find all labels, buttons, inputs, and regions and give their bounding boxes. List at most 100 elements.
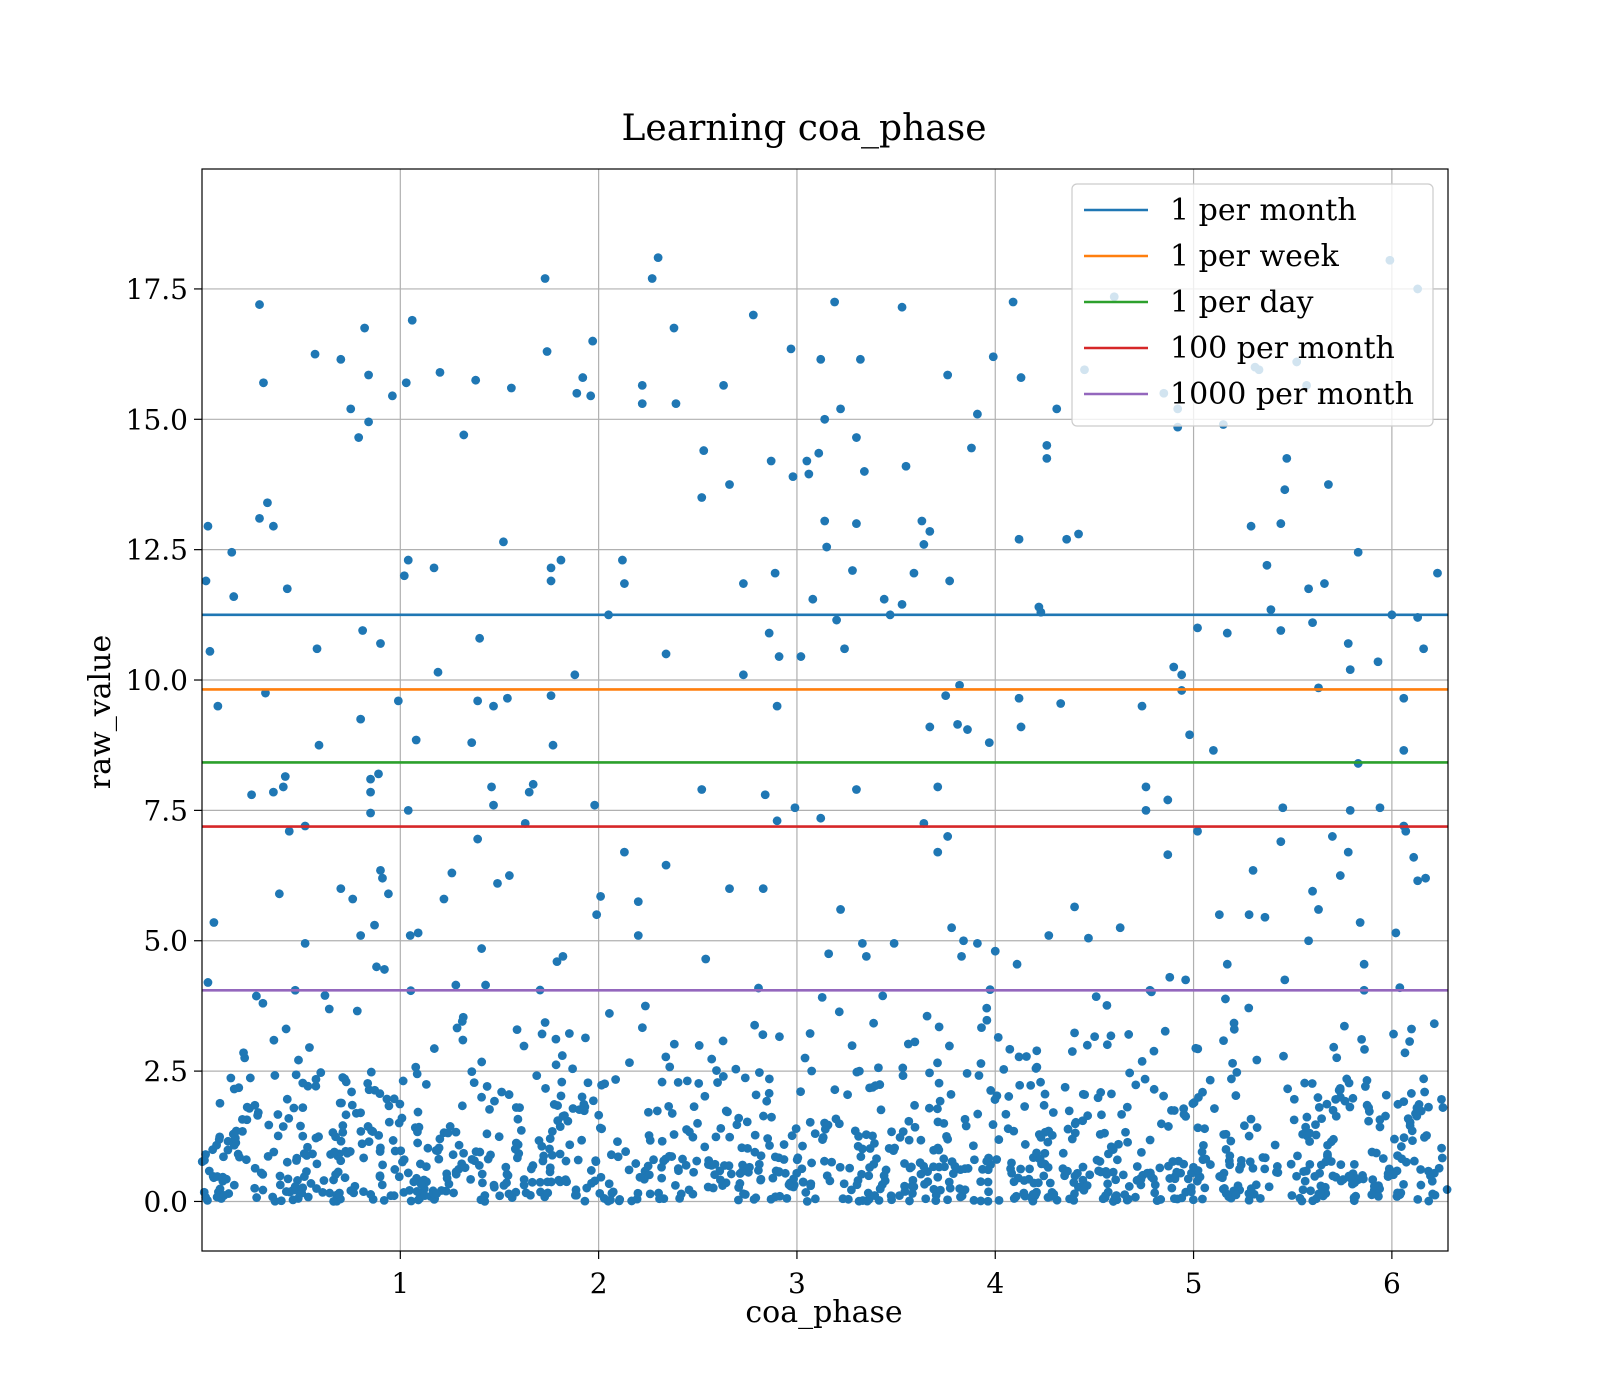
scatter-point [384,889,393,899]
scatter-point [482,1082,492,1091]
scatter-point [859,467,869,476]
scatter-point [399,571,409,581]
scatter-point [229,1180,239,1190]
scatter-point [848,566,857,575]
scatter-point [986,1086,996,1095]
scatter-point [305,1043,314,1052]
scatter-point [1229,1018,1239,1028]
scatter-point [947,923,957,933]
scatter-point [411,1062,421,1072]
scatter-point [1315,1188,1325,1198]
scatter-point [1320,579,1329,588]
scatter-point [546,691,556,701]
scatter-point [366,1067,376,1077]
scatter-point [390,1165,400,1174]
scatter-point [976,1196,986,1206]
y-axis-label: raw_value [83,635,118,789]
y-tick-label: 10.0 [126,664,188,697]
scatter-point [1308,618,1317,628]
scatter-point [282,1157,292,1167]
scatter-point [943,370,953,380]
scatter-point [203,978,213,987]
scatter-point [1208,746,1218,755]
scatter-point [1098,1194,1108,1204]
scatter-point [606,1150,616,1160]
scatter-point [669,1130,679,1139]
scatter-point [336,1136,346,1146]
scatter-point [917,516,927,526]
scatter-point [1136,1147,1146,1157]
scatter-point [889,938,899,948]
scatter-point [1369,1181,1379,1191]
scatter-point [1336,1160,1346,1170]
scatter-point [1132,1162,1142,1171]
scatter-point [1270,1140,1280,1150]
scatter-point [756,1175,766,1185]
scatter-point [1374,1191,1383,1201]
scatter-point [887,1127,896,1137]
scatter-point [764,1088,774,1098]
scatter-point [765,1141,774,1150]
scatter-point [725,1132,735,1142]
chart-title: Learning coa_phase [621,108,986,149]
scatter-point [532,1071,542,1081]
scatter-point [770,1152,780,1162]
scatter-point [473,834,483,844]
scatter-point [934,1022,944,1032]
scatter-point [750,1020,760,1030]
scatter-point [1131,1080,1141,1090]
scatter-point [904,1116,914,1126]
scatter-point [561,1156,571,1166]
scatter-point [820,1156,829,1166]
scatter-point [1032,1046,1042,1056]
scatter-point [831,1114,841,1124]
scatter-point [563,1116,573,1126]
legend-label: 1000 per month [1170,377,1414,412]
scatter-point [1375,1115,1385,1125]
scatter-point [1407,1024,1416,1034]
scatter-point [1367,1190,1377,1200]
scatter-point [1300,1176,1310,1186]
scatter-point [749,1194,759,1204]
scatter-point [1437,1143,1446,1153]
scatter-point [1033,1178,1043,1188]
scatter-point [925,527,935,536]
scatter-point [314,1132,323,1142]
scatter-point [1368,1175,1378,1184]
scatter-point [1094,1166,1104,1176]
scatter-point [1403,1114,1413,1124]
scatter-point [858,1196,868,1205]
scatter-point [1219,1036,1228,1046]
scatter-point [219,1152,228,1162]
scatter-point [924,1103,934,1113]
scatter-point [824,949,834,959]
scatter-point [525,1190,535,1200]
scatter-point [227,547,237,557]
scatter-point [346,404,356,414]
scatter-point [1112,1155,1122,1165]
scatter-point [1115,923,1125,933]
scatter-point [1314,1102,1324,1112]
scatter-point [421,1162,431,1172]
scatter-point [359,1153,369,1163]
scatter-point [239,1048,248,1058]
scatter-point [540,274,550,283]
scatter-point [1359,959,1369,969]
scatter-point [977,1023,986,1033]
scatter-point [735,1169,745,1178]
x-tick-label: 4 [986,1267,1004,1300]
scatter-point [469,1078,479,1088]
scatter-point [586,391,596,401]
scatter-point [1193,826,1202,836]
scatter-point [1111,1175,1121,1185]
scatter-point [1317,1114,1326,1124]
scatter-point [413,1138,423,1148]
scatter-point [871,1081,880,1091]
scatter-point [1063,1166,1072,1176]
scatter-point [945,1041,954,1051]
scatter-point [312,1159,322,1169]
scatter-point [597,1080,606,1090]
scatter-point [1145,1135,1155,1145]
scatter-point [704,1160,713,1169]
scatter-point [618,555,627,565]
